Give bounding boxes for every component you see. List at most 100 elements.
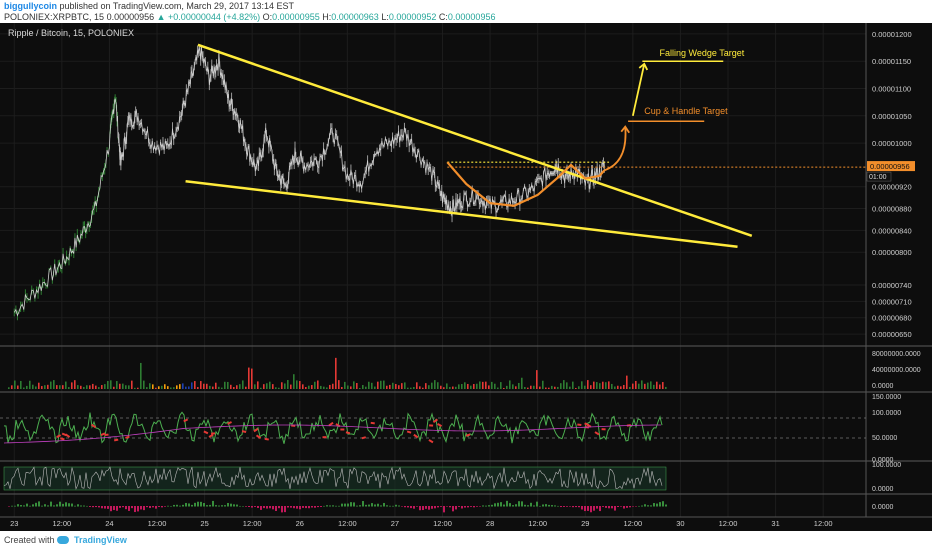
cup-arrow-head: [620, 125, 630, 134]
volume-bar: [494, 383, 496, 389]
volume-bar: [146, 387, 148, 389]
volume-bar: [197, 387, 199, 389]
rsi-tick-label: 0.0000: [872, 457, 894, 464]
osc-bar: [344, 503, 346, 507]
volume-bar: [461, 384, 463, 389]
time-tick-label: 25: [200, 519, 208, 528]
osc-bar: [551, 505, 553, 507]
volume-bar: [212, 386, 214, 389]
volume-bar: [359, 387, 361, 389]
volume-bar: [215, 382, 217, 389]
osc-bar: [299, 506, 301, 510]
author-name[interactable]: biggullycoin: [4, 1, 57, 11]
lower-wedge-line: [185, 180, 738, 249]
volume-bar: [224, 381, 226, 389]
volume-bar: [467, 383, 469, 389]
volume-bar: [269, 381, 271, 389]
volume-bar: [365, 386, 367, 389]
volume-bar: [77, 385, 79, 389]
volume-bar: [458, 384, 460, 389]
osc-bar: [179, 505, 181, 507]
tradingview-logo[interactable]: TradingView: [74, 535, 127, 545]
volume-bar: [569, 386, 571, 389]
falling-wedge-label: Falling Wedge Target: [659, 48, 744, 58]
osc-bar: [350, 502, 352, 507]
volume-bar: [74, 380, 76, 389]
osc-bar: [368, 504, 370, 507]
osc-bar: [254, 506, 256, 507]
volume-bar: [104, 384, 106, 389]
volume-bar: [602, 381, 604, 389]
volume-bar: [32, 384, 34, 389]
osc-bar: [449, 506, 451, 508]
osc-bar: [527, 505, 529, 507]
osc-bar: [125, 506, 127, 510]
volume-bar: [551, 385, 553, 389]
osc-bar: [260, 506, 262, 510]
rsi-signal: [61, 432, 67, 437]
volume-bar: [272, 384, 274, 389]
rsi-signal: [264, 437, 269, 441]
osc-bar: [284, 506, 286, 513]
osc-bar: [380, 505, 382, 507]
volume-bar: [278, 387, 280, 389]
volume-bar: [368, 381, 370, 389]
volume-bar: [119, 383, 121, 389]
osc-bar: [128, 506, 130, 511]
osc-bar: [164, 506, 166, 507]
volume-tick-label: 40000000.0000: [872, 367, 921, 374]
volume-bar: [44, 385, 46, 389]
osc-bar: [119, 506, 121, 508]
osc-bar: [257, 506, 259, 508]
osc-bar: [590, 506, 592, 513]
volume-bar: [389, 384, 391, 389]
volume-bar: [242, 380, 244, 389]
last-price-tag: [867, 161, 915, 172]
upper-wedge-line: [197, 43, 753, 238]
volume-tick-label: 80000000.0000: [872, 351, 921, 358]
volume-bar: [626, 375, 628, 389]
volume-bar: [647, 382, 649, 389]
osc-bar: [389, 505, 391, 507]
osc-bar: [32, 504, 34, 507]
osc-bar: [197, 501, 199, 507]
chart-svg[interactable]: 0.00001200 0.00001150 0.00001100 0.00001050…: [0, 23, 932, 531]
osc-bar: [581, 506, 583, 510]
osc-bar: [92, 506, 94, 508]
time-tick-label: 12:00: [623, 519, 642, 528]
rsi-signal: [125, 435, 130, 439]
volume-bar: [347, 385, 349, 389]
volume-bar: [317, 380, 319, 389]
volume-bar: [290, 384, 292, 389]
osc-bar: [521, 501, 523, 507]
volume-bar: [383, 380, 385, 389]
osc-bar: [515, 504, 517, 507]
osc-bar: [62, 503, 64, 507]
volume-bar: [350, 386, 352, 389]
rsi-signal: [100, 432, 106, 436]
published-text: published on TradingView.com, March 29, …: [59, 1, 294, 11]
osc-bar: [566, 506, 568, 507]
rsi-signal: [594, 431, 600, 436]
osc-bar: [488, 505, 490, 507]
stoch-tick-label: 0.0000: [872, 486, 894, 493]
osc-bar: [476, 506, 478, 507]
volume-bar: [71, 382, 73, 389]
osc-bar: [68, 503, 70, 507]
osc-bar: [467, 506, 469, 508]
time-tick-label: 12:00: [814, 519, 833, 528]
osc-bar: [512, 505, 514, 507]
time-tick-label: 24: [105, 519, 113, 528]
osc-bar: [320, 506, 322, 507]
countdown-label: 01:00: [869, 174, 887, 181]
osc-bar: [485, 505, 487, 507]
chart-area[interactable]: 0.00001200 0.00001150 0.00001100 0.00001050…: [0, 23, 932, 531]
volume-bar: [137, 387, 139, 389]
rsi-signal: [361, 436, 367, 440]
volume-bar: [425, 383, 427, 389]
osc-bar: [23, 505, 25, 507]
osc-bar: [224, 505, 226, 507]
price-tick-label: 0.00001050: [872, 112, 912, 121]
volume-bar: [485, 381, 487, 389]
